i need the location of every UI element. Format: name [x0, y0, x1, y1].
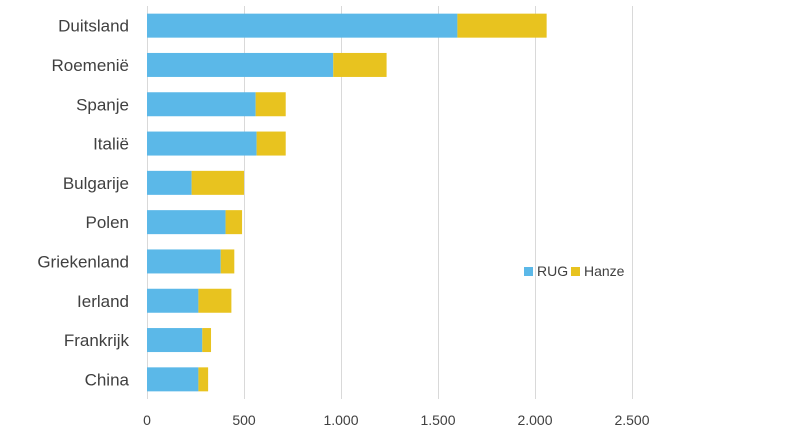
- bar-rug-8: [147, 328, 203, 353]
- x-tick-label-3: 1.500: [420, 412, 455, 428]
- bar-hanze-8: [202, 328, 212, 353]
- legend-swatch-rug: [524, 267, 533, 276]
- category-label-3: Italië: [93, 135, 129, 154]
- legend: RUG Hanze: [524, 263, 625, 279]
- bar-hanze-7: [198, 288, 232, 313]
- bar-hanze-9: [198, 367, 209, 392]
- category-label-8: Frankrijk: [64, 331, 130, 350]
- legend-swatch-hanze: [571, 267, 580, 276]
- category-label-7: Ierland: [77, 292, 129, 311]
- category-labels: Duitsland Roemenië Spanje Italië Bulgarije Po…: [37, 17, 129, 390]
- bar-hanze-1: [333, 52, 387, 77]
- x-tick-label-4: 2.000: [517, 412, 552, 428]
- bars: [147, 13, 547, 392]
- bar-rug-3: [147, 131, 257, 156]
- category-label-9: China: [85, 370, 130, 389]
- legend-label-hanze: Hanze: [584, 263, 625, 279]
- bar-rug-1: [147, 52, 334, 77]
- bar-rug-9: [147, 367, 199, 392]
- x-tick-label-0: 0: [143, 412, 151, 428]
- bar-hanze-0: [457, 13, 547, 38]
- bar-hanze-2: [255, 92, 286, 117]
- category-label-5: Polen: [86, 213, 129, 232]
- bar-hanze-4: [191, 170, 244, 195]
- bar-rug-6: [147, 249, 221, 274]
- bar-hanze-5: [225, 210, 243, 235]
- category-label-4: Bulgarije: [63, 174, 129, 193]
- x-tick-label-2: 1.000: [323, 412, 358, 428]
- legend-label-rug: RUG: [537, 263, 568, 279]
- x-tick-label-5: 2.500: [614, 412, 649, 428]
- bar-rug-0: [147, 13, 458, 38]
- bar-rug-2: [147, 92, 256, 117]
- bar-hanze-3: [256, 131, 286, 156]
- bar-rug-4: [147, 170, 192, 195]
- category-label-2: Spanje: [76, 95, 129, 114]
- category-label-1: Roemenië: [52, 56, 130, 75]
- bar-rug-5: [147, 210, 226, 235]
- x-tick-label-1: 500: [232, 412, 256, 428]
- category-label-0: Duitsland: [58, 17, 129, 36]
- bar-rug-7: [147, 288, 199, 313]
- category-label-6: Griekenland: [37, 252, 129, 271]
- bar-hanze-6: [220, 249, 235, 274]
- x-tick-labels: 0 500 1.000 1.500 2.000 2.500: [143, 412, 650, 428]
